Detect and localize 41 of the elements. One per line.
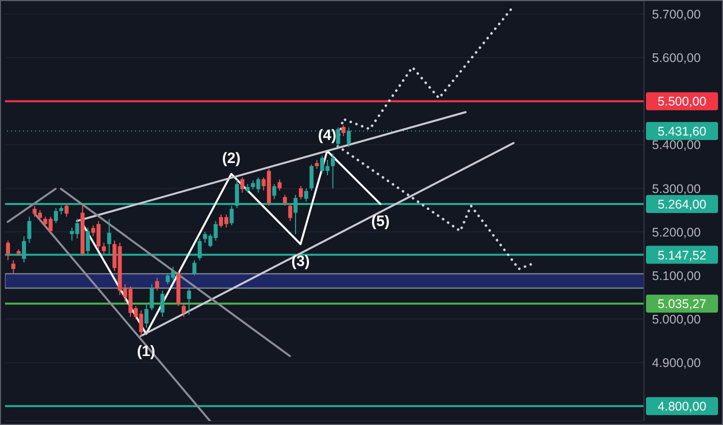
candlestick [341,124,346,137]
candlestick [330,152,335,189]
candlestick [160,290,164,318]
candlestick [150,284,154,311]
y-tick-label: 5.600,00 [652,51,701,66]
y-tick-label: 5.300,00 [652,182,701,196]
y-tick-label: 5.400,00 [652,138,701,152]
candlestick [240,176,244,194]
candlestick [192,260,196,276]
candlestick [11,260,16,274]
ref-line-label: 5.147,52 [658,248,706,262]
ref-line-label: 5.431,60 [658,124,706,139]
annotation: (2) [222,150,240,167]
ref-line-label: 5.500,00 [658,94,706,109]
candlestick [282,194,287,206]
ref-line-label: 5.035,27 [658,297,706,312]
annotation: (5) [371,213,390,230]
candlestick [144,303,148,328]
candlestick [27,216,32,244]
candlestick [54,207,58,224]
candlestick [310,164,314,192]
ref-line-label: 5.264,00 [658,198,706,212]
candlestick [278,179,282,192]
candlestick [187,288,192,316]
candlestick [6,240,10,261]
annotation: (3) [291,253,310,270]
candlestick [288,203,292,222]
y-tick-label: 5.000,00 [652,312,701,326]
candlestick [272,183,276,200]
y-tick-label: 4.900,00 [652,356,701,370]
y-tick-label: 5.700,00 [652,8,701,22]
y-tick-label: 5.200,00 [652,225,701,240]
candlestick [64,203,69,218]
y-tick-label: 5.100,00 [652,268,701,283]
candlestick [102,242,106,254]
ref-line-label: 4.800,00 [658,400,706,414]
candlestick [182,303,186,318]
annotation: (1) [136,342,156,360]
annotation: (4) [318,126,336,144]
candlestick [155,277,160,292]
candlestick [298,186,303,200]
